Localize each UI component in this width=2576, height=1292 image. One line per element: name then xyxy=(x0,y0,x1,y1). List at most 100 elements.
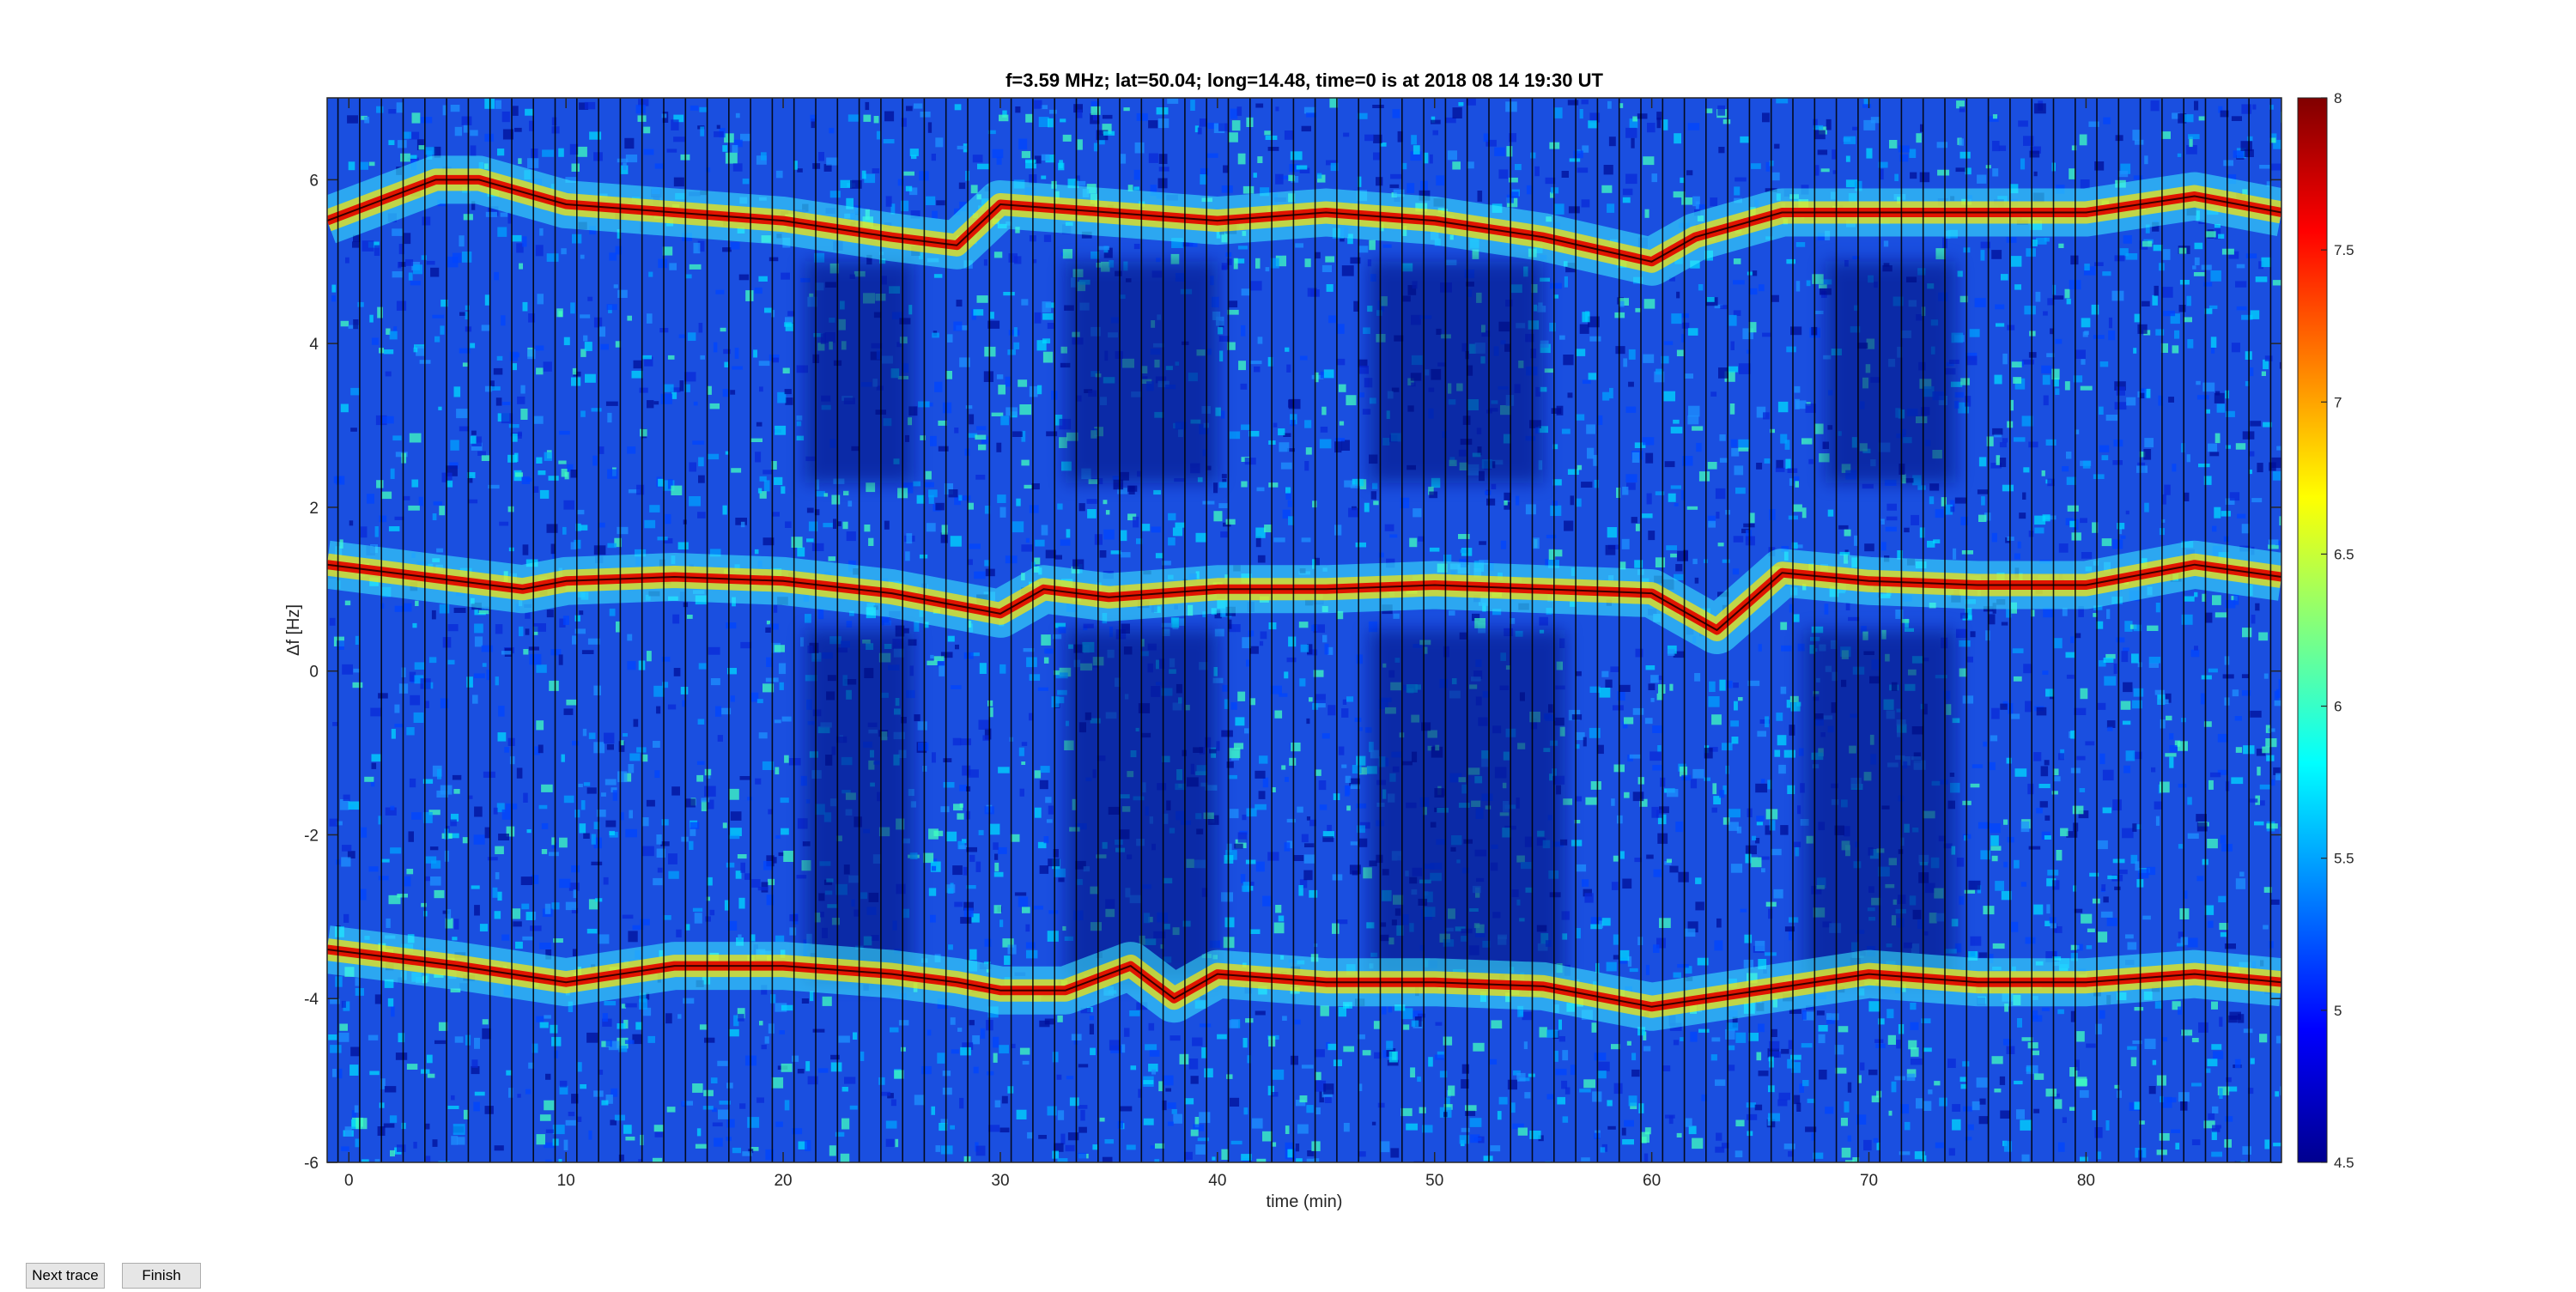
noise-speck xyxy=(546,524,558,533)
noise-speck xyxy=(1358,112,1368,119)
noise-speck xyxy=(1334,525,1342,536)
noise-speck xyxy=(1029,385,1038,397)
noise-speck xyxy=(2211,1151,2222,1157)
noise-speck xyxy=(2137,324,2148,334)
noise-speck xyxy=(536,367,544,375)
noise-speck xyxy=(1590,917,1601,925)
noise-speck xyxy=(1652,725,1662,733)
noise-speck xyxy=(1735,1150,1743,1158)
noise-speck xyxy=(677,1014,682,1019)
noise-speck xyxy=(1911,1047,1919,1057)
noise-speck xyxy=(1847,1082,1852,1093)
noise-speck xyxy=(2017,541,2021,549)
noise-speck xyxy=(1046,819,1053,823)
noise-speck xyxy=(2107,875,2117,880)
noise-speck xyxy=(488,206,499,216)
noise-speck xyxy=(2050,328,2054,335)
noise-speck xyxy=(2112,539,2123,549)
noise-speck xyxy=(1249,882,1255,886)
noise-speck xyxy=(1043,234,1052,242)
noise-speck xyxy=(1285,491,1291,500)
noise-speck xyxy=(1669,276,1675,282)
noise-speck xyxy=(584,342,592,351)
noise-speck xyxy=(722,247,732,252)
noise-speck xyxy=(1601,918,1611,926)
noise-speck xyxy=(2196,395,2209,400)
noise-speck xyxy=(1783,1143,1795,1149)
noise-speck xyxy=(431,610,436,620)
noise-speck xyxy=(969,854,975,862)
noise-speck xyxy=(1067,1132,1079,1141)
noise-speck xyxy=(928,888,937,896)
noise-speck xyxy=(1885,526,1897,532)
noise-speck xyxy=(2158,395,2163,406)
noise-speck xyxy=(784,322,793,327)
noise-speck xyxy=(1016,498,1021,506)
noise-speck xyxy=(2054,638,2063,649)
noise-speck xyxy=(2072,805,2084,815)
noise-speck xyxy=(602,1018,612,1027)
noise-speck xyxy=(1567,469,1579,475)
noise-speck xyxy=(774,476,783,485)
noise-speck xyxy=(762,537,775,546)
noise-speck xyxy=(775,1121,783,1127)
noise-speck xyxy=(1322,634,1327,643)
noise-speck xyxy=(1040,105,1048,110)
noise-speck xyxy=(1806,280,1811,287)
noise-speck xyxy=(919,555,928,559)
noise-speck xyxy=(2112,460,2123,465)
noise-speck xyxy=(1673,191,1686,198)
noise-speck xyxy=(1819,453,1830,463)
noise-speck xyxy=(1494,147,1505,156)
noise-speck xyxy=(477,606,489,613)
noise-speck xyxy=(1613,934,1619,945)
noise-speck xyxy=(2220,110,2229,118)
noise-speck xyxy=(2069,1107,2076,1111)
noise-speck xyxy=(406,1064,418,1070)
noise-speck xyxy=(1038,1135,1047,1139)
noise-speck xyxy=(2155,603,2160,613)
noise-speck xyxy=(583,782,591,786)
noise-speck xyxy=(1716,512,1720,519)
noise-speck xyxy=(1659,806,1669,814)
noise-speck xyxy=(1569,158,1581,162)
noise-speck xyxy=(1242,637,1251,649)
noise-speck xyxy=(2208,443,2217,452)
noise-speck xyxy=(2034,527,2044,534)
noise-speck xyxy=(1162,1100,1167,1111)
noise-speck xyxy=(1226,843,1232,852)
noise-speck xyxy=(512,434,518,442)
noise-speck xyxy=(730,811,742,821)
noise-speck xyxy=(1512,1070,1521,1076)
noise-speck xyxy=(764,307,773,313)
noise-speck xyxy=(817,608,824,620)
noise-speck xyxy=(2220,834,2227,844)
noise-speck xyxy=(532,486,539,493)
noise-speck xyxy=(1255,103,1264,108)
noise-speck xyxy=(2268,539,2279,545)
noise-speck xyxy=(1072,559,1084,570)
noise-speck xyxy=(1735,1032,1747,1043)
noise-speck xyxy=(2114,886,2121,890)
noise-speck xyxy=(1275,905,1282,913)
noise-speck xyxy=(2204,905,2215,915)
noise-speck xyxy=(740,521,745,528)
noise-speck xyxy=(617,289,628,298)
noise-speck xyxy=(2098,931,2108,943)
noise-speck xyxy=(2204,308,2213,314)
noise-speck xyxy=(2106,918,2117,926)
noise-speck xyxy=(1234,258,1245,264)
noise-speck xyxy=(571,907,579,913)
noise-speck xyxy=(1685,1118,1692,1127)
noise-speck xyxy=(2132,130,2142,141)
noise-speck xyxy=(1965,355,1978,366)
noise-speck xyxy=(336,821,343,826)
noise-speck xyxy=(2080,179,2090,190)
noise-speck xyxy=(698,323,703,333)
noise-speck xyxy=(959,495,971,500)
noise-speck xyxy=(632,1034,643,1045)
noise-speck xyxy=(2214,506,2221,519)
noise-speck xyxy=(2044,835,2051,840)
noise-speck xyxy=(1359,392,1364,397)
noise-speck xyxy=(1257,156,1263,163)
